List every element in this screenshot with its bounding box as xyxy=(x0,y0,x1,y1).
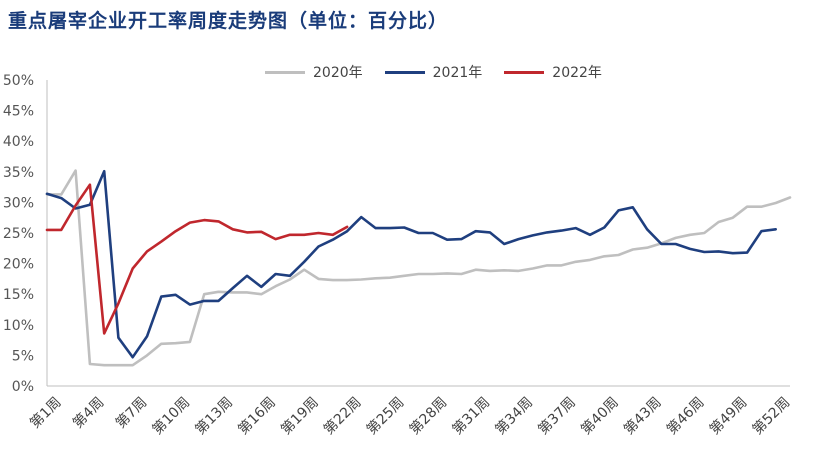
x-tick-label: 第31周 xyxy=(449,394,493,438)
x-tick-label: 第1周 xyxy=(26,394,64,432)
y-tick-label: 10% xyxy=(3,318,34,334)
y-tick-label: 40% xyxy=(3,134,34,150)
x-tick-label: 第19周 xyxy=(277,394,321,438)
legend-item-2021: 2021年 xyxy=(384,62,483,82)
legend-swatch-2020 xyxy=(265,70,305,74)
x-tick-label: 第10周 xyxy=(149,394,193,438)
legend: 2020年 2021年 2022年 xyxy=(265,62,602,82)
y-tick-label: 35% xyxy=(3,165,34,181)
y-tick-label: 0% xyxy=(12,379,34,395)
y-tick-label: 50% xyxy=(3,73,34,89)
x-tick-label: 第37周 xyxy=(535,394,579,438)
series-line-2022 xyxy=(45,183,349,335)
x-tick-label: 第52周 xyxy=(749,394,793,438)
y-tick-label: 25% xyxy=(3,226,34,242)
legend-label-2022: 2022年 xyxy=(552,65,602,81)
y-tick-label: 15% xyxy=(3,287,34,303)
x-tick-label: 第34周 xyxy=(492,394,536,438)
x-tick-label: 第46周 xyxy=(663,394,707,438)
x-tick-label: 第7周 xyxy=(112,394,150,432)
x-tick-label: 第49周 xyxy=(706,394,750,438)
y-tick-label: 20% xyxy=(3,257,34,273)
y-tick-label: 45% xyxy=(3,104,34,120)
x-tick-label: 第28周 xyxy=(406,394,450,438)
x-tick-label: 第16周 xyxy=(235,394,279,438)
legend-label-2021: 2021年 xyxy=(432,65,483,81)
legend-swatch-2021 xyxy=(384,70,425,74)
chart-title: 重点屠宰企业开工率周度走势图（单位：百分比） xyxy=(8,10,449,32)
x-tick-label: 第25周 xyxy=(363,394,407,438)
series-line-2021 xyxy=(45,169,777,359)
x-tick-label: 第13周 xyxy=(192,394,236,438)
legend-item-2022: 2022年 xyxy=(504,62,602,82)
legend-label-2020: 2020年 xyxy=(313,65,363,81)
legend-swatch-2022 xyxy=(504,70,545,74)
x-tick-label: 第4周 xyxy=(69,394,107,432)
x-tick-label: 第40周 xyxy=(577,394,621,438)
y-tick-label: 5% xyxy=(12,348,34,364)
x-tick-label: 第43周 xyxy=(620,394,664,438)
legend-item-2020: 2020年 xyxy=(265,62,363,82)
series-line-2020 xyxy=(45,169,792,367)
x-tick-label: 第22周 xyxy=(320,394,364,438)
y-tick-label: 30% xyxy=(3,195,34,211)
